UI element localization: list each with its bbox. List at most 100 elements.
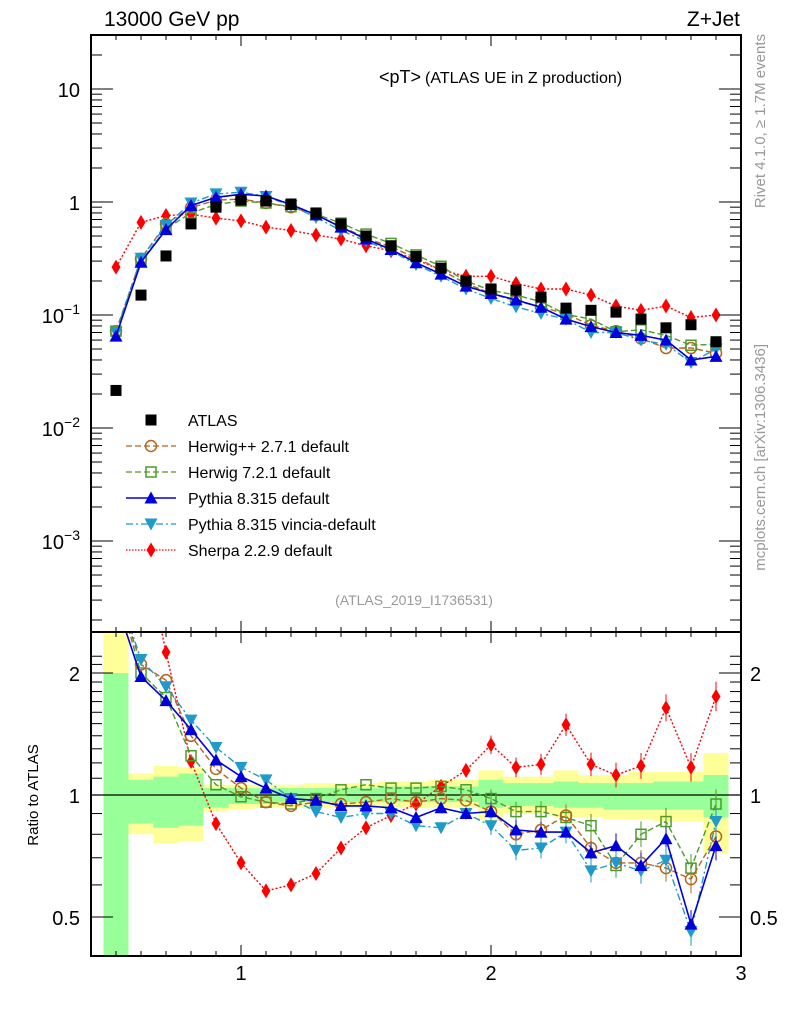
series-line-pythia-8-315-vincia-default	[115, 191, 717, 364]
data-point-pythia-8-315-vincia-default	[110, 579, 123, 591]
data-point-sherpa-2-2-9-default	[636, 758, 646, 774]
data-point-pythia-8-315-vincia-default	[509, 844, 523, 857]
data-point-sherpa-2-2-9-default	[286, 877, 296, 893]
data-point-pythia-8-315-vincia-default	[434, 822, 448, 835]
mcplots-label: mcplots.cern.ch [arXiv:1306.3436]	[752, 344, 769, 571]
data-point-herwig-7-2-1-default	[410, 782, 422, 794]
legend-label: Pythia 8.315 vincia-default	[188, 517, 376, 534]
data-point-sherpa-2-2-9-default	[286, 222, 296, 238]
data-point-sherpa-2-2-9-default	[511, 759, 521, 775]
legend-marker-swatch	[146, 542, 156, 558]
data-point-sherpa-2-2-9-default	[211, 210, 221, 226]
header-left-label: 13000 GeV pp	[104, 8, 239, 31]
data-point-sherpa-2-2-9-default	[136, 214, 146, 230]
data-point-sherpa-2-2-9-default	[261, 219, 271, 235]
data-point-sherpa-2-2-9-default	[336, 840, 346, 856]
data-point-pythia-8-315-default	[659, 832, 673, 845]
data-point-sherpa-2-2-9-default	[486, 737, 496, 753]
data-point-herwig-7-2-1-default	[360, 778, 372, 791]
data-point-sherpa-2-2-9-default	[536, 756, 546, 772]
data-point-pythia-8-315-default	[484, 805, 498, 818]
band-inner	[153, 776, 179, 828]
series-pythia-8-315-vincia-default	[109, 186, 723, 369]
data-point-atlas	[185, 218, 197, 230]
main-plot-frame: 10 1 10−1 10−2 10−3	[42, 34, 742, 633]
data-point-pythia-8-315-vincia-default	[659, 854, 673, 867]
data-point-atlas	[510, 284, 522, 296]
data-point-sherpa-2-2-9-default	[161, 644, 171, 660]
data-point-atlas	[360, 230, 372, 242]
data-point-sherpa-2-2-9-default	[361, 820, 371, 836]
data-point-sherpa-2-2-9-default	[236, 213, 246, 229]
data-point-pythia-8-315-default	[609, 839, 623, 852]
data-point-atlas	[260, 195, 272, 207]
data-point-pythia-8-315-default	[409, 810, 423, 823]
data-point-sherpa-2-2-9-default	[486, 268, 496, 284]
data-point-pythia-8-315-default	[184, 723, 198, 736]
data-point-atlas	[560, 302, 572, 314]
band-inner	[628, 783, 654, 810]
data-point-pythia-8-315-default	[609, 326, 623, 339]
data-point-pythia-8-315-default	[309, 793, 323, 806]
series-herwig-7-2-1-default	[110, 195, 722, 351]
data-point-atlas	[335, 218, 347, 230]
data-point-pythia-8-315-default	[634, 328, 648, 341]
main-plot-series	[109, 186, 723, 396]
data-point-sherpa-2-2-9-default	[311, 227, 321, 243]
data-point-atlas	[410, 250, 422, 262]
legend-marker-swatch	[144, 518, 158, 531]
data-point-herwig-7-2-1-default	[210, 778, 222, 791]
ratio-y-tick-label-right: 1	[750, 786, 761, 808]
data-point-sherpa-2-2-9-default	[711, 689, 721, 705]
data-point-pythia-8-315-vincia-default	[259, 774, 273, 787]
data-point-pythia-8-315-default	[184, 199, 198, 212]
y-tick-label: 10−2	[42, 414, 80, 441]
series-line-herwig-7-2-1-default	[115, 200, 717, 346]
data-point-atlas	[585, 304, 597, 316]
data-point-pythia-8-315-default	[559, 312, 573, 325]
data-point-pythia-8-315-vincia-default	[709, 816, 723, 829]
data-point-pythia-8-315-default	[409, 256, 423, 269]
y-tick-label: 10	[58, 80, 80, 102]
ratio-plot-series	[110, 579, 723, 946]
legend-item-atlas: ATLAS	[145, 413, 238, 430]
band-inner	[203, 788, 229, 808]
data-point-herwig-7-2-1-default	[335, 784, 347, 796]
data-point-atlas	[435, 262, 447, 274]
data-point-pythia-8-315-vincia-default	[309, 806, 323, 819]
series-pythia-8-315-default	[125, 632, 723, 930]
data-point-herwig-2-7-1-default	[234, 781, 248, 795]
series-atlas	[110, 194, 722, 396]
data-point-pythia-8-315-default	[459, 807, 473, 820]
legend-item-pythia-8-315-default: Pythia 8.315 default	[126, 491, 330, 508]
data-point-atlas	[685, 319, 697, 331]
data-point-atlas	[710, 336, 722, 348]
data-point-pythia-8-315-vincia-default	[409, 820, 423, 833]
data-point-herwig-7-2-1-default	[635, 828, 647, 841]
data-point-herwig-7-2-1-default	[510, 805, 522, 818]
data-point-pythia-8-315-vincia-default	[609, 857, 623, 870]
ratio-y-tick-label-left: 1	[69, 786, 80, 808]
data-point-atlas	[460, 275, 472, 287]
data-point-pythia-8-315-default	[709, 349, 723, 362]
data-point-pythia-8-315-vincia-default	[134, 653, 148, 666]
data-point-atlas	[210, 201, 222, 213]
data-point-sherpa-2-2-9-default	[586, 287, 596, 303]
x-tick-label: 2	[485, 963, 496, 985]
legend-label: Herwig++ 2.7.1 default	[188, 439, 350, 456]
data-point-herwig-7-2-1-default	[685, 339, 697, 351]
data-point-pythia-8-315-default	[284, 792, 298, 805]
ratio-y-tick-label-left: 2	[69, 664, 80, 686]
data-point-sherpa-2-2-9-default	[261, 883, 271, 899]
legend-label: Sherpa 2.2.9 default	[188, 543, 333, 560]
data-point-herwig-7-2-1-default	[435, 780, 447, 793]
data-point-sherpa-2-2-9-default	[661, 700, 671, 716]
plot-title-main: <pT>	[379, 67, 421, 87]
data-point-pythia-8-315-default	[259, 781, 273, 794]
data-point-pythia-8-315-vincia-default	[334, 811, 348, 824]
legend-label: ATLAS	[188, 413, 238, 430]
x-tick-label: 3	[735, 963, 746, 985]
header-right-label: Z+Jet	[687, 8, 740, 31]
data-point-atlas	[285, 198, 297, 210]
